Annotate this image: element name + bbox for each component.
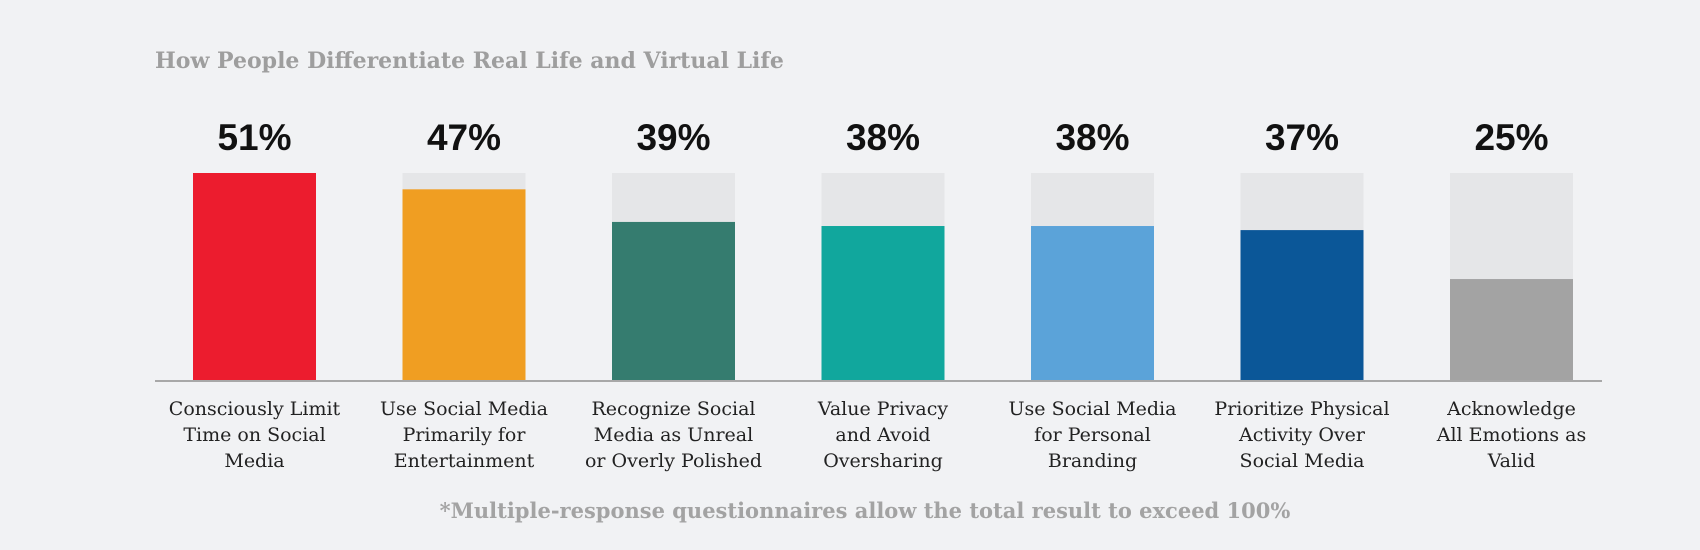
category-label: Use Social Media for Personal Branding <box>1009 398 1177 472</box>
category-label: Acknowledge All Emotions as Valid <box>1436 398 1587 472</box>
chart-title: How People Differentiate Real Life and V… <box>155 48 784 74</box>
category-label-line: Activity Over <box>1238 424 1366 446</box>
bar <box>821 226 945 381</box>
category-label-line: for Personal <box>1034 424 1151 446</box>
category-label-line: Media <box>224 450 284 472</box>
category-label-line: Oversharing <box>823 450 943 472</box>
data-label: 38% <box>846 117 920 158</box>
category-label-line: All Emotions as <box>1436 424 1587 446</box>
category-label: Value Privacy and Avoid Oversharing <box>817 398 949 472</box>
category-label-line: Valid <box>1487 450 1536 472</box>
bar <box>1450 279 1573 381</box>
category-label-line: Consciously Limit <box>169 398 341 420</box>
category-label-line: Use Social Media <box>380 398 548 420</box>
category-label-line: Prioritize Physical <box>1214 398 1389 420</box>
bar <box>612 221 735 381</box>
category-label-line: Recognize Social <box>592 398 756 420</box>
bar <box>402 189 526 381</box>
data-label: 25% <box>1474 117 1548 158</box>
category-label: Prioritize Physical Activity Over Social M… <box>1214 398 1389 472</box>
category-label-line: Use Social Media <box>1009 398 1177 420</box>
category-label-line: Branding <box>1048 450 1137 472</box>
bar-chart: 51% Consciously Limit Time on Social Media 4… <box>155 117 1602 472</box>
data-label: 47% <box>427 117 501 158</box>
category-label-line: and Avoid <box>835 424 930 446</box>
footnote: *Multiple-response questionnaires allow … <box>439 498 1291 523</box>
category-label-line: Primarily for <box>403 424 527 446</box>
bar <box>193 173 316 381</box>
category-label: Consciously Limit Time on Social Media <box>169 398 341 472</box>
data-label: 51% <box>217 117 291 158</box>
category-label-line: Value Privacy <box>817 398 949 420</box>
data-label: 38% <box>1055 117 1129 158</box>
category-label-line: Time on Social <box>183 424 325 446</box>
category-label-line: Entertainment <box>394 450 535 472</box>
data-label: 37% <box>1265 117 1339 158</box>
category-label-line: Social Media <box>1240 450 1365 472</box>
category-label: Recognize Social Media as Unreal or Overly… <box>585 398 762 472</box>
bar <box>1240 230 1364 381</box>
category-label-line: Media as Unreal <box>594 424 753 446</box>
category-label: Use Social Media Primarily for Entertainme… <box>380 398 548 472</box>
bar <box>1031 226 1154 381</box>
category-label-line: Acknowledge <box>1446 398 1576 420</box>
data-label: 39% <box>636 117 710 158</box>
category-label-line: or Overly Polished <box>585 450 762 472</box>
